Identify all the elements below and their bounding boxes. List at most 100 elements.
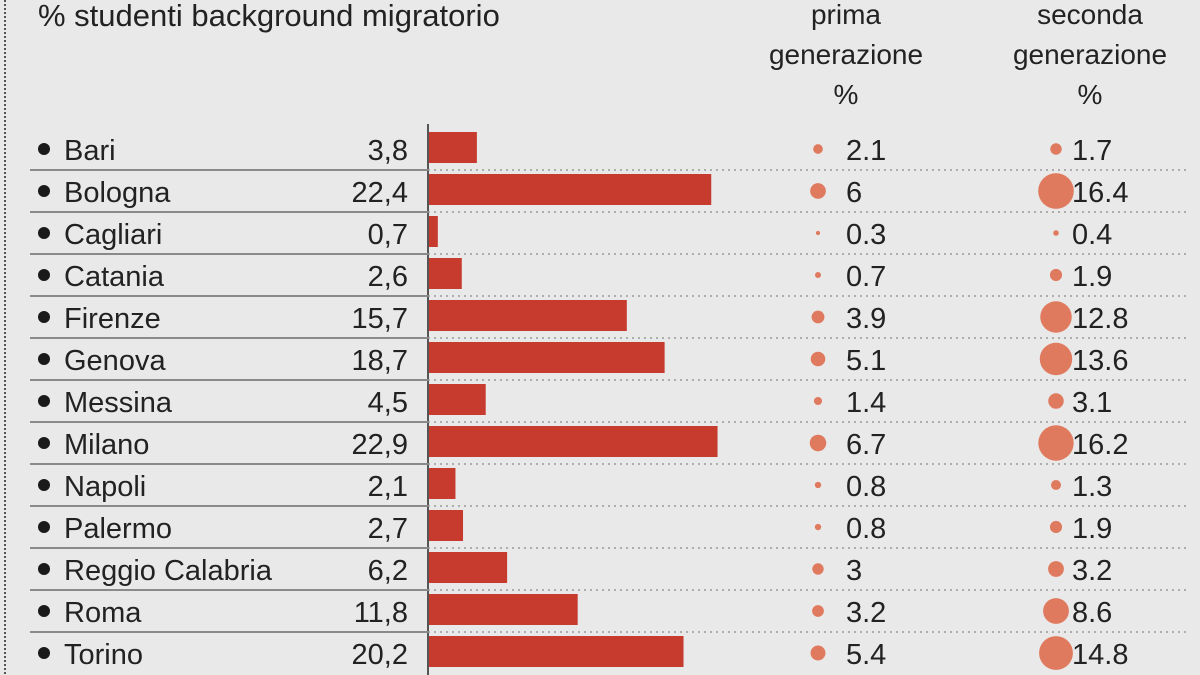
total-value-catania: 2,6 [368,261,408,293]
bubble-first-milano [809,434,827,452]
row-bullet-roma [38,605,50,617]
category-label-genova: Genova [64,345,166,377]
first-value-roma: 3.2 [846,597,886,629]
first-value-torino: 5.4 [846,639,886,671]
row-bullet-catania [38,269,50,281]
first-value-firenze: 3.9 [846,303,886,335]
second-value-torino: 14.8 [1072,639,1128,671]
row-bullet-bari [38,143,50,155]
bubble-second-firenze [1040,301,1072,333]
chart-title: % studenti background migratorio [38,0,500,33]
bubble-second-genova [1039,342,1073,376]
row-bullet-reggio-calabria [38,563,50,575]
total-value-firenze: 15,7 [352,303,408,335]
bar-bari [429,132,477,163]
bar-genova [429,342,665,373]
first-value-bari: 2.1 [846,135,886,167]
bar-roma [429,594,578,625]
second-value-genova: 13.6 [1072,345,1128,377]
category-label-catania: Catania [64,261,165,293]
first-value-reggio-calabria: 3 [846,555,862,587]
bar-firenze [429,300,627,331]
category-label-reggio-calabria: Reggio Calabria [64,555,273,587]
row-bullet-napoli [38,479,50,491]
bubble-first-palermo [814,523,822,531]
total-value-messina: 4,5 [368,387,408,419]
bubble-first-torino [810,645,826,661]
row-bullet-milano [38,437,50,449]
bubble-first-reggio-calabria [812,563,824,575]
bar-messina [429,384,486,415]
total-value-napoli: 2,1 [368,471,408,503]
col-second-line1: seconda [1037,0,1143,30]
row-bullet-messina [38,395,50,407]
col-first-line2: generazione [769,39,923,70]
bubble-second-cagliari [1053,230,1059,236]
bar-reggio-calabria [429,552,508,583]
second-value-cagliari: 0.4 [1072,219,1112,251]
row-bullet-palermo [38,521,50,533]
row-bullet-bologna [38,185,50,197]
col-second-line2: generazione [1013,39,1167,70]
second-value-bologna: 16.4 [1072,177,1128,209]
category-label-roma: Roma [64,597,142,629]
bubble-first-messina [813,396,823,406]
first-value-bologna: 6 [846,177,862,209]
bubble-second-reggio-calabria [1048,561,1064,577]
bubble-second-catania [1049,268,1063,282]
bar-palermo [429,510,464,541]
second-value-palermo: 1.9 [1072,513,1112,545]
category-label-torino: Torino [64,639,143,671]
bubble-second-roma [1043,598,1069,624]
bubble-first-catania [814,271,822,279]
second-value-catania: 1.9 [1072,261,1112,293]
bubble-first-bari [813,144,823,154]
bubble-first-cagliari [815,230,821,236]
bubble-second-bari [1050,143,1062,155]
first-value-milano: 6.7 [846,429,886,461]
bubble-second-bologna [1038,173,1074,209]
chart-rows: Bari 3,8 2.1 1.7 Bologna 22,4 6 16.4 Cagliari 0,7… [30,132,1190,671]
second-value-napoli: 1.3 [1072,471,1112,503]
bar-napoli [429,468,456,499]
bubble-second-messina [1048,393,1064,409]
total-value-palermo: 2,7 [368,513,408,545]
left-dotted-border [4,0,6,675]
total-value-bologna: 22,4 [352,177,408,209]
bubble-first-genova [810,351,826,367]
second-value-roma: 8.6 [1072,597,1112,629]
bubble-second-torino [1039,636,1073,670]
bubble-first-roma [812,605,824,617]
first-value-napoli: 0.8 [846,471,886,503]
category-label-messina: Messina [64,387,173,419]
total-value-roma: 11,8 [354,597,408,629]
total-value-torino: 20,2 [352,639,408,671]
row-bullet-genova [38,353,50,365]
second-value-bari: 1.7 [1072,135,1112,167]
bubble-first-firenze [811,310,825,324]
category-label-bari: Bari [64,135,116,167]
total-value-reggio-calabria: 6,2 [368,555,408,587]
row-bullet-cagliari [38,227,50,239]
col-first-line3: % [834,79,859,110]
bubble-second-napoli [1050,479,1062,491]
first-value-palermo: 0.8 [846,513,886,545]
category-label-firenze: Firenze [64,303,161,335]
second-value-milano: 16.2 [1072,429,1128,461]
bar-torino [429,636,684,667]
bubble-second-palermo [1049,520,1063,534]
second-value-firenze: 12.8 [1072,303,1128,335]
col-first-line1: prima [811,0,881,30]
row-bullet-torino [38,647,50,659]
second-value-messina: 3.1 [1072,387,1112,419]
bar-milano [429,426,718,457]
total-value-cagliari: 0,7 [368,219,408,251]
second-value-reggio-calabria: 3.2 [1072,555,1112,587]
bubble-first-napoli [814,481,822,489]
first-value-genova: 5.1 [846,345,886,377]
total-value-milano: 22,9 [352,429,408,461]
total-value-bari: 3,8 [368,135,408,167]
first-value-messina: 1.4 [846,387,886,419]
first-value-catania: 0.7 [846,261,886,293]
